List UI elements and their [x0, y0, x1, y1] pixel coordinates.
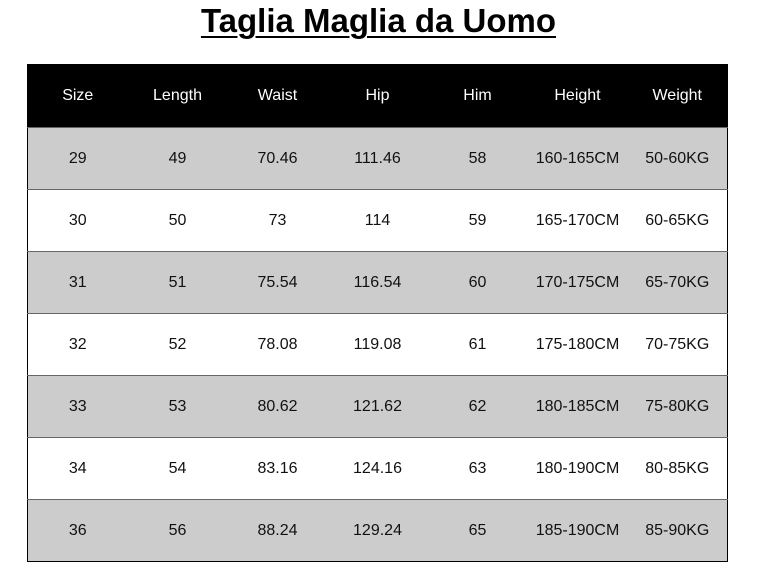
table-cell-hip: 114: [327, 189, 428, 252]
table-cell-hip: 111.46: [327, 127, 428, 190]
table-row: 32 52 78.08 119.08 61 175-180CM 70-75KG: [27, 313, 728, 376]
page-title: Taglia Maglia da Uomo: [0, 2, 757, 40]
table-cell-him: 58: [427, 127, 528, 190]
column-header-length: Length: [127, 64, 228, 128]
table-cell-size: 33: [27, 375, 128, 438]
table-cell-hip: 129.24: [327, 499, 428, 562]
table-cell-weight: 65-70KG: [627, 251, 728, 314]
table-cell-length: 54: [127, 437, 228, 500]
table-cell-height: 160-165CM: [527, 127, 628, 190]
table-cell-hip: 121.62: [327, 375, 428, 438]
table-cell-height: 185-190CM: [527, 499, 628, 562]
table-cell-weight: 50-60KG: [627, 127, 728, 190]
table-cell-size: 31: [27, 251, 128, 314]
table-cell-hip: 124.16: [327, 437, 428, 500]
table-cell-him: 65: [427, 499, 528, 562]
table-cell-waist: 75.54: [227, 251, 328, 314]
table-row: 36 56 88.24 129.24 65 185-190CM 85-90KG: [27, 499, 728, 562]
table-cell-weight: 80-85KG: [627, 437, 728, 500]
table-cell-weight: 75-80KG: [627, 375, 728, 438]
table-row: 29 49 70.46 111.46 58 160-165CM 50-60KG: [27, 127, 728, 190]
table-cell-height: 165-170CM: [527, 189, 628, 252]
table-cell-him: 59: [427, 189, 528, 252]
table-row: 34 54 83.16 124.16 63 180-190CM 80-85KG: [27, 437, 728, 500]
table-cell-weight: 70-75KG: [627, 313, 728, 376]
page-title-text: Taglia Maglia da Uomo: [200, 2, 557, 39]
table-cell-size: 29: [27, 127, 128, 190]
table-cell-length: 50: [127, 189, 228, 252]
table-cell-hip: 119.08: [327, 313, 428, 376]
table-cell-him: 63: [427, 437, 528, 500]
table-cell-waist: 80.62: [227, 375, 328, 438]
table-row: 31 51 75.54 116.54 60 170-175CM 65-70KG: [27, 251, 728, 314]
column-header-size: Size: [27, 64, 128, 128]
table-cell-waist: 73: [227, 189, 328, 252]
table-cell-length: 53: [127, 375, 228, 438]
table-cell-length: 51: [127, 251, 228, 314]
table-cell-size: 36: [27, 499, 128, 562]
table-cell-waist: 88.24: [227, 499, 328, 562]
table-cell-him: 60: [427, 251, 528, 314]
table-cell-length: 49: [127, 127, 228, 190]
table-cell-height: 180-185CM: [527, 375, 628, 438]
size-chart-table: Size Length Waist Hip Him Height Weight 29 49 70…: [27, 64, 728, 562]
table-cell-weight: 85-90KG: [627, 499, 728, 562]
table-cell-waist: 78.08: [227, 313, 328, 376]
table-cell-waist: 83.16: [227, 437, 328, 500]
table-cell-length: 56: [127, 499, 228, 562]
column-header-weight: Weight: [627, 64, 728, 128]
table-cell-him: 62: [427, 375, 528, 438]
table-cell-size: 32: [27, 313, 128, 376]
table-cell-length: 52: [127, 313, 228, 376]
table-row: 30 50 73 114 59 165-170CM 60-65KG: [27, 189, 728, 252]
table-cell-him: 61: [427, 313, 528, 376]
table-cell-size: 30: [27, 189, 128, 252]
column-header-height: Height: [527, 64, 628, 128]
table-cell-height: 180-190CM: [527, 437, 628, 500]
table-row: 33 53 80.62 121.62 62 180-185CM 75-80KG: [27, 375, 728, 438]
table-cell-height: 175-180CM: [527, 313, 628, 376]
table-cell-weight: 60-65KG: [627, 189, 728, 252]
table-cell-size: 34: [27, 437, 128, 500]
table-cell-waist: 70.46: [227, 127, 328, 190]
column-header-hip: Hip: [327, 64, 428, 128]
table-cell-height: 170-175CM: [527, 251, 628, 314]
column-header-him: Him: [427, 64, 528, 128]
column-header-waist: Waist: [227, 64, 328, 128]
table-cell-hip: 116.54: [327, 251, 428, 314]
table-header-row: Size Length Waist Hip Him Height Weight: [27, 64, 728, 128]
